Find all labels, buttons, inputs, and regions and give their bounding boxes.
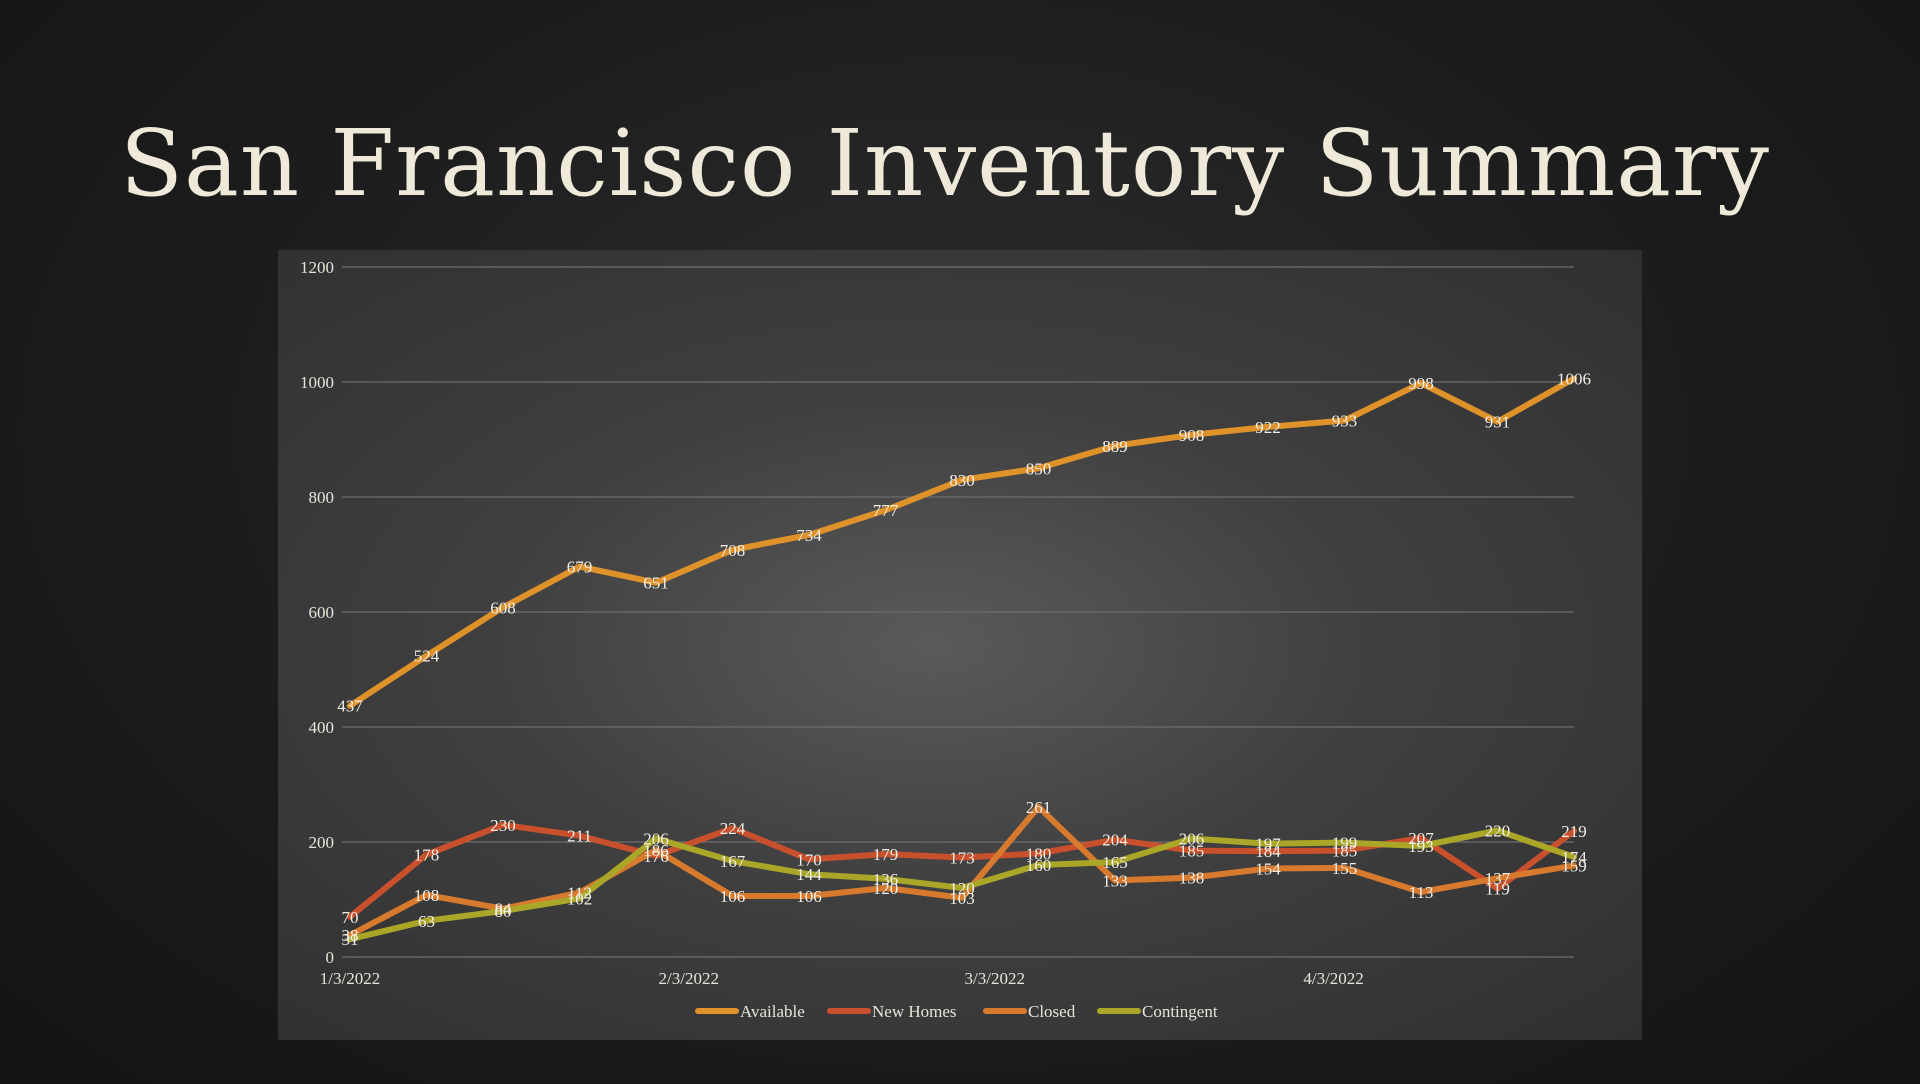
data-label: 998: [1408, 374, 1434, 393]
data-label: 185: [1179, 842, 1205, 861]
data-label: 84: [495, 900, 513, 919]
data-label: 608: [490, 598, 516, 617]
data-label: 154: [1255, 859, 1281, 878]
data-label: 437: [337, 697, 363, 716]
x-tick-label: 3/3/2022: [965, 969, 1025, 988]
data-label: 133: [1102, 872, 1128, 891]
data-label: 933: [1332, 412, 1358, 431]
data-label: 199: [1332, 834, 1358, 853]
data-label: 206: [1179, 830, 1205, 849]
data-label: 38: [342, 926, 359, 945]
data-label: 144: [796, 865, 822, 884]
data-label: 176: [643, 847, 669, 866]
x-tick-label: 1/3/2022: [320, 969, 380, 988]
series-line-closed: [347, 803, 1577, 939]
data-label: 120: [873, 879, 899, 898]
data-label: 220: [1485, 822, 1511, 841]
y-tick-label: 1000: [300, 373, 334, 392]
data-label: 224: [720, 819, 746, 838]
data-label: 113: [1409, 883, 1434, 902]
data-label: 211: [567, 827, 592, 846]
data-label: 63: [418, 912, 435, 931]
legend-label: Contingent: [1142, 1002, 1218, 1021]
gridlines: [342, 266, 1574, 958]
data-label: 167: [720, 852, 746, 871]
data-label: 108: [414, 886, 440, 905]
data-label: 103: [949, 889, 975, 908]
data-label: 830: [949, 471, 975, 490]
data-label: 106: [796, 887, 822, 906]
y-tick-label: 400: [309, 718, 335, 737]
data-label: 170: [796, 850, 822, 869]
legend-item-available: Available: [695, 1002, 805, 1021]
data-label: 207: [1408, 829, 1434, 848]
data-label: 524: [414, 647, 440, 666]
data-label: 922: [1255, 418, 1281, 437]
data-label: 651: [643, 574, 669, 593]
legend: Available New Homes Closed Contingent: [695, 1002, 1218, 1021]
data-label: 180: [1026, 845, 1052, 864]
data-label: 204: [1102, 831, 1128, 850]
data-label: 106: [720, 887, 746, 906]
data-label: 679: [567, 558, 593, 577]
data-label: 734: [796, 526, 822, 545]
data-label: 31: [342, 930, 359, 949]
x-tick-label: 2/3/2022: [659, 969, 719, 988]
legend-label: New Homes: [872, 1002, 957, 1021]
data-label: 137: [1485, 869, 1511, 888]
data-label: 165: [1102, 853, 1128, 872]
data-label: 931: [1485, 413, 1511, 432]
data-label: 219: [1561, 822, 1587, 841]
data-label: 193: [1408, 837, 1434, 856]
data-label: 120: [949, 879, 975, 898]
data-label: 185: [1332, 842, 1358, 861]
series-line-contingent: [347, 827, 1577, 943]
y-tick-label: 0: [326, 948, 335, 967]
data-label: 261: [1026, 798, 1052, 817]
data-labels: 437 524 608 679 651 708 734 777 830 850 889 908 922 9…: [337, 370, 1591, 950]
data-label: 119: [1485, 880, 1510, 899]
line-chart: 0 200 400 600 800 1000 1200 1/3/2022 2/3/2022 3/…: [300, 258, 1591, 1021]
data-label: 908: [1179, 426, 1205, 445]
x-axis-ticks: 1/3/2022 2/3/2022 3/3/2022 4/3/2022: [320, 969, 1364, 988]
data-label: 174: [1561, 848, 1587, 867]
data-label: 777: [873, 501, 899, 520]
series-line-available: [347, 375, 1577, 709]
y-tick-label: 1200: [300, 258, 334, 277]
y-axis-ticks: 0 200 400 600 800 1000 1200: [300, 258, 334, 967]
legend-item-new-homes: New Homes: [827, 1002, 957, 1021]
data-label: 708: [720, 541, 746, 560]
data-label: 186: [643, 841, 669, 860]
data-label: 178: [414, 846, 440, 865]
data-label: 70: [342, 908, 359, 927]
data-label: 160: [1026, 856, 1052, 875]
data-label: 230: [490, 816, 516, 835]
data-label: 197: [1255, 835, 1281, 854]
data-label: 206: [643, 830, 669, 849]
legend-label: Available: [740, 1002, 805, 1021]
data-label: 112: [567, 884, 592, 903]
y-tick-label: 800: [309, 488, 335, 507]
slide-title: San Francisco Inventory Summary: [120, 110, 1770, 217]
x-tick-label: 4/3/2022: [1303, 969, 1363, 988]
series-lines: [347, 375, 1577, 943]
data-label: 159: [1561, 857, 1587, 876]
data-label: 889: [1102, 437, 1128, 456]
y-tick-label: 200: [309, 833, 335, 852]
data-label: 136: [873, 870, 899, 889]
y-tick-label: 600: [309, 603, 335, 622]
chart-panel: 0 200 400 600 800 1000 1200 1/3/2022 2/3/2022 3/…: [278, 250, 1642, 1040]
legend-item-contingent: Contingent: [1097, 1002, 1218, 1021]
data-label: 155: [1332, 859, 1358, 878]
legend-item-closed: Closed: [983, 1002, 1076, 1021]
data-label: 173: [949, 849, 975, 868]
data-label: 102: [567, 889, 593, 908]
data-label: 138: [1179, 869, 1205, 888]
data-label: 184: [1255, 842, 1281, 861]
data-label: 1006: [1557, 370, 1591, 389]
legend-label: Closed: [1028, 1002, 1076, 1021]
data-label: 80: [495, 902, 512, 921]
data-label: 850: [1026, 459, 1052, 478]
data-label: 179: [873, 845, 899, 864]
